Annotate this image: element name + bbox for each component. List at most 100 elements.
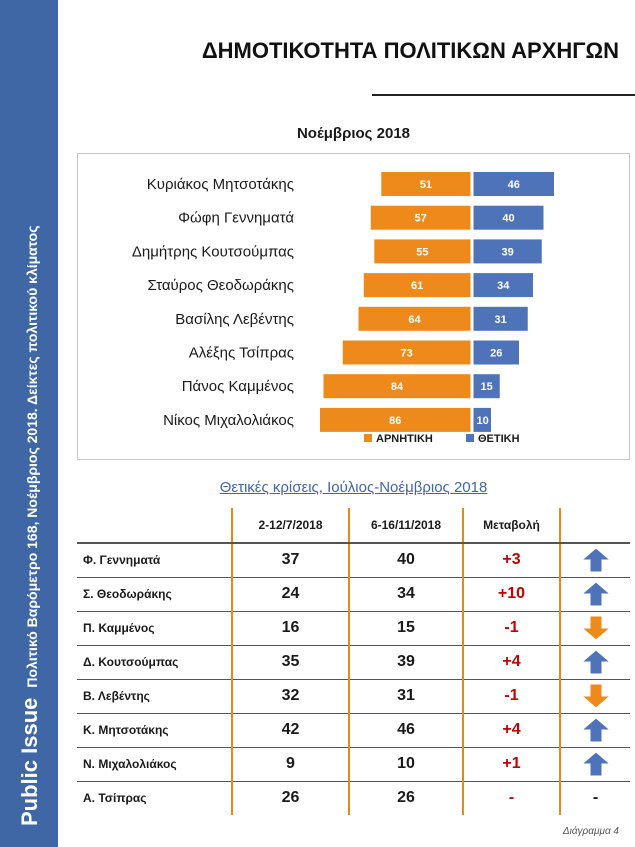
dash-icon: -	[592, 789, 599, 807]
ratings-table: 2-12/7/2018 6-16/11/2018 Μεταβολή Φ. Γεν…	[77, 508, 630, 815]
row-july-value: 26	[232, 781, 350, 815]
table-row: Σ. Θεοδωράκης 24 34 +10	[77, 577, 630, 612]
bar-positive	[473, 273, 533, 298]
row-trend: -	[560, 781, 630, 815]
bar-positive-value: 39	[502, 246, 514, 258]
row-leader-name: Ν. Μιχαλολιάκος	[77, 747, 233, 782]
bar-positive	[473, 172, 554, 196]
bar-category-label: Βασίλης Λεβέντης	[175, 311, 294, 328]
page-title: ΔΗΜΟΤΙΚΟΤΗΤΑ ΠΟΛΙΤΙΚΩΝ ΑΡΧΗΓΩΝ	[201, 38, 619, 63]
title-rule	[372, 94, 635, 96]
bar-negative-value: 51	[420, 179, 432, 191]
bar-category-label: Σταύρος Θεοδωράκης	[148, 277, 294, 294]
legend-swatch-positive	[466, 434, 474, 442]
row-july-value: 42	[232, 713, 350, 748]
row-change-value: +10	[463, 577, 561, 612]
row-july-value: 9	[232, 747, 350, 782]
bar-negative-value: 86	[389, 415, 401, 427]
bar-negative	[363, 273, 471, 298]
col-header-november: 6-16/11/2018	[349, 508, 464, 544]
bar-positive-value: 31	[495, 314, 507, 326]
col-header-trend	[560, 508, 630, 544]
row-leader-name: Κ. Μητσοτάκης	[77, 713, 233, 748]
bar-negative	[323, 374, 471, 399]
table-row: Φ. Γεννηματά 37 40 +3	[77, 543, 630, 578]
sidebar-brand: Public Issue	[17, 697, 42, 826]
bar-negative	[370, 205, 471, 230]
bar-negative-value: 57	[415, 213, 427, 225]
col-header-change: Μεταβολή	[463, 508, 561, 544]
row-trend	[560, 679, 630, 714]
row-july-value: 37	[232, 543, 350, 578]
arrow-up-icon	[580, 717, 611, 743]
table-row: Δ. Κουτσούμπας 35 39 +4	[77, 645, 630, 680]
bar-category-label: Νίκος Μιχαλολιάκος	[163, 412, 294, 429]
bar-positive-value: 10	[477, 415, 489, 427]
row-leader-name: Δ. Κουτσούμπας	[77, 645, 233, 680]
bar-positive	[473, 407, 491, 432]
bar-positive-value: 46	[508, 179, 520, 191]
arrow-up-icon	[580, 751, 611, 777]
table-body: Φ. Γεννηματά 37 40 +3 Σ. Θεοδωράκης 24 34 +10 Π.…	[77, 543, 630, 815]
row-leader-name: Α. Τσίπρας	[77, 781, 233, 815]
bar-positive	[473, 340, 519, 365]
row-trend	[560, 543, 630, 578]
bar-negative-value: 55	[416, 246, 428, 258]
sidebar: Public Issue Πολιτικό Βαρόμετρο 168, Νοέμ…	[0, 0, 58, 847]
row-july-value: 35	[232, 645, 350, 680]
row-november-value: 31	[349, 679, 464, 714]
bar-category-label: Κυριάκος Μητσοτάκης	[147, 176, 294, 193]
row-november-value: 15	[349, 611, 464, 646]
bar-positive-value: 26	[490, 348, 502, 360]
diverging-bar-chart: Κυριάκος Μητσοτάκης 51 46 Φώφη Γεννηματά 57 4…	[132, 172, 554, 445]
bar-category-label: Αλέξης Τσίπρας	[189, 345, 294, 362]
row-november-value: 39	[349, 645, 464, 680]
row-trend	[560, 577, 630, 612]
bar-positive	[473, 374, 500, 399]
row-trend	[560, 747, 630, 782]
row-change-value: -1	[463, 679, 561, 714]
bar-positive	[473, 205, 544, 230]
table-row: Π. Καμμένος 16 15 -1	[77, 611, 630, 646]
row-trend	[560, 645, 630, 680]
bar-negative	[358, 306, 471, 331]
row-change-value: +1	[463, 747, 561, 782]
row-july-value: 32	[232, 679, 350, 714]
bar-negative	[342, 340, 471, 365]
arrow-down-icon	[580, 683, 611, 709]
bar-negative-value: 84	[391, 381, 404, 393]
row-change-value: +4	[463, 713, 561, 748]
table-row: Ν. Μιχαλολιάκος 9 10 +1	[77, 747, 630, 782]
legend-label-negative: ΑΡΝΗΤΙΚΗ	[376, 433, 433, 445]
row-trend	[560, 713, 630, 748]
bar-negative	[374, 239, 471, 264]
row-november-value: 40	[349, 543, 464, 578]
bar-category-label: Φώφη Γεννηματά	[178, 210, 294, 227]
bar-negative-value: 61	[411, 280, 423, 292]
bar-negative-value: 73	[401, 348, 413, 360]
row-leader-name: Φ. Γεννηματά	[77, 543, 233, 578]
row-november-value: 34	[349, 577, 464, 612]
legend-label-positive: ΘΕΤΙΚΗ	[478, 433, 520, 445]
bar-negative	[320, 407, 471, 432]
table-row: Κ. Μητσοτάκης 42 46 +4	[77, 713, 630, 748]
arrow-up-icon	[580, 547, 611, 573]
bar-negative-value: 64	[408, 314, 421, 326]
legend-swatch-negative	[364, 434, 372, 442]
sidebar-subtitle: Πολιτικό Βαρόμετρο 168, Νοέμβριος 2018. …	[24, 225, 40, 688]
table-title: Θετικές κρίσεις, Ιούλιος-Νοέμβριος 2018	[219, 479, 488, 496]
table-row: Α. Τσίπρας 26 26- -	[77, 781, 630, 815]
chart-box: Κυριάκος Μητσοτάκης 51 46 Φώφη Γεννηματά 57 4…	[77, 153, 630, 460]
row-leader-name: Β. Λεβέντης	[77, 679, 233, 714]
chart-title: Νοέμβριος 2018	[296, 125, 411, 142]
bar-positive	[473, 306, 528, 331]
row-november-value: 26	[349, 781, 464, 815]
arrow-up-icon	[580, 649, 611, 675]
col-header-name	[77, 508, 233, 544]
row-leader-name: Σ. Θεοδωράκης	[77, 577, 233, 612]
arrow-up-icon	[580, 581, 611, 607]
bar-positive-value: 34	[497, 280, 510, 292]
bar-positive-value: 15	[481, 381, 493, 393]
bar-positive	[473, 239, 542, 264]
bar-positive-value: 40	[502, 213, 514, 225]
